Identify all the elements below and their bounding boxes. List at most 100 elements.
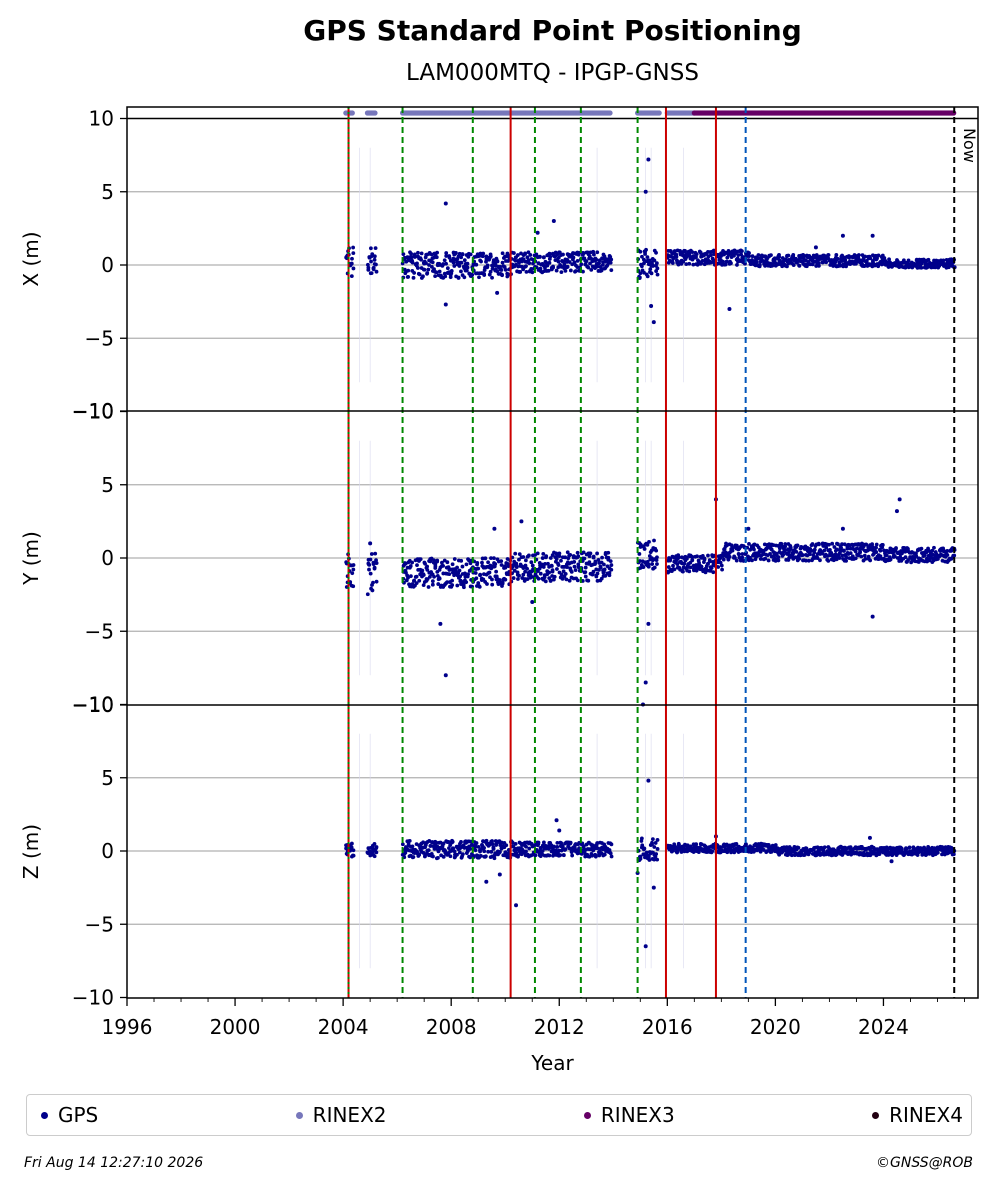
legend-label-rinex3: RINEX3 bbox=[600, 1103, 675, 1127]
gps-point bbox=[525, 566, 529, 571]
gps-point bbox=[477, 584, 482, 589]
gps-outlier-point bbox=[643, 189, 648, 194]
gps-point bbox=[595, 571, 600, 576]
gps-point bbox=[480, 556, 485, 561]
gps-point bbox=[373, 551, 378, 556]
gps-point bbox=[796, 845, 801, 850]
gps-point bbox=[563, 571, 568, 576]
gps-point bbox=[476, 566, 481, 571]
gps-point bbox=[756, 553, 761, 558]
gps-outlier-point bbox=[870, 614, 875, 619]
gps-point bbox=[687, 569, 692, 574]
gps-point bbox=[608, 851, 613, 856]
gps-point bbox=[582, 556, 587, 561]
gps-point bbox=[457, 264, 462, 268]
gps-point bbox=[641, 257, 646, 262]
y-tick-label: −10 bbox=[72, 693, 114, 717]
gps-point bbox=[584, 259, 589, 264]
gps-point bbox=[547, 260, 552, 265]
gps-point bbox=[422, 267, 427, 272]
gps-point bbox=[711, 570, 716, 575]
gps-point bbox=[581, 269, 585, 274]
gps-point bbox=[572, 560, 577, 564]
copyright-notice: ©GNSS@ROB bbox=[876, 1155, 973, 1171]
gps-point bbox=[655, 847, 660, 851]
gps-point bbox=[461, 264, 466, 269]
gps-point bbox=[564, 577, 569, 582]
gps-point bbox=[518, 270, 523, 274]
gps-point bbox=[445, 266, 450, 271]
gps-point bbox=[498, 264, 503, 269]
gps-point bbox=[465, 261, 470, 266]
gps-outlier-point bbox=[894, 509, 899, 514]
gps-outlier-point bbox=[443, 673, 448, 678]
gps-point bbox=[421, 274, 425, 279]
gps-point bbox=[372, 254, 377, 259]
gps-point bbox=[563, 268, 568, 273]
gps-point bbox=[540, 556, 545, 560]
gps-point bbox=[747, 251, 751, 255]
gps-point bbox=[453, 251, 458, 256]
gps-point bbox=[351, 266, 356, 271]
gps-point bbox=[407, 838, 412, 843]
gps-outlier-point bbox=[554, 818, 559, 823]
gps-point bbox=[729, 261, 733, 266]
gps-point bbox=[836, 542, 840, 547]
gps-point bbox=[720, 567, 724, 572]
gps-point bbox=[481, 251, 486, 256]
gps-point bbox=[828, 547, 832, 552]
gps-point bbox=[561, 853, 566, 858]
gps-point bbox=[822, 845, 827, 850]
gps-point bbox=[650, 837, 655, 841]
gps-outlier-point bbox=[897, 497, 902, 502]
chart-title: GPS Standard Point Positioning bbox=[303, 14, 802, 47]
gps-point bbox=[809, 548, 813, 553]
gps-point bbox=[503, 577, 508, 582]
gps-point bbox=[483, 556, 488, 561]
gps-point bbox=[723, 262, 728, 267]
gps-point bbox=[840, 542, 844, 547]
gps-point bbox=[464, 268, 469, 273]
gps-point bbox=[676, 553, 681, 558]
gps-point bbox=[949, 845, 954, 850]
gps-point bbox=[426, 585, 431, 589]
gps-point bbox=[550, 568, 555, 573]
gps-point bbox=[652, 845, 657, 849]
gps-point bbox=[473, 571, 478, 575]
gps-point bbox=[473, 848, 478, 853]
gps-point bbox=[773, 843, 778, 847]
gps-point bbox=[374, 579, 379, 584]
gps-point bbox=[932, 545, 936, 550]
gps-point bbox=[573, 568, 578, 573]
gps-point bbox=[734, 841, 739, 846]
gps-point bbox=[461, 844, 466, 849]
gps-point bbox=[691, 262, 696, 267]
gps-point bbox=[708, 253, 713, 258]
gps-point bbox=[638, 559, 642, 563]
gps-point bbox=[777, 546, 782, 551]
legend-label-gps: GPS bbox=[58, 1103, 99, 1127]
gps-point bbox=[754, 260, 759, 265]
gps-point bbox=[432, 574, 436, 579]
gps-point bbox=[506, 564, 511, 569]
gps-point bbox=[490, 577, 494, 582]
gps-point bbox=[597, 261, 601, 266]
gps-point bbox=[460, 252, 465, 257]
gps-point bbox=[710, 849, 715, 854]
gps-point bbox=[365, 592, 370, 597]
gps-point bbox=[351, 567, 356, 572]
gps-point bbox=[441, 563, 445, 568]
gps-point bbox=[880, 542, 885, 547]
gps-point bbox=[830, 541, 835, 546]
gps-point bbox=[655, 272, 660, 277]
y-tick-label: −10 bbox=[72, 986, 114, 1010]
gps-point bbox=[647, 539, 651, 544]
gps-point bbox=[431, 854, 435, 859]
gps-point bbox=[461, 583, 466, 588]
gps-point bbox=[785, 264, 789, 269]
gps-point bbox=[421, 583, 426, 588]
gps-point bbox=[586, 578, 591, 583]
gps-point bbox=[876, 557, 881, 561]
gps-point bbox=[878, 548, 883, 553]
gps-point bbox=[874, 545, 878, 550]
